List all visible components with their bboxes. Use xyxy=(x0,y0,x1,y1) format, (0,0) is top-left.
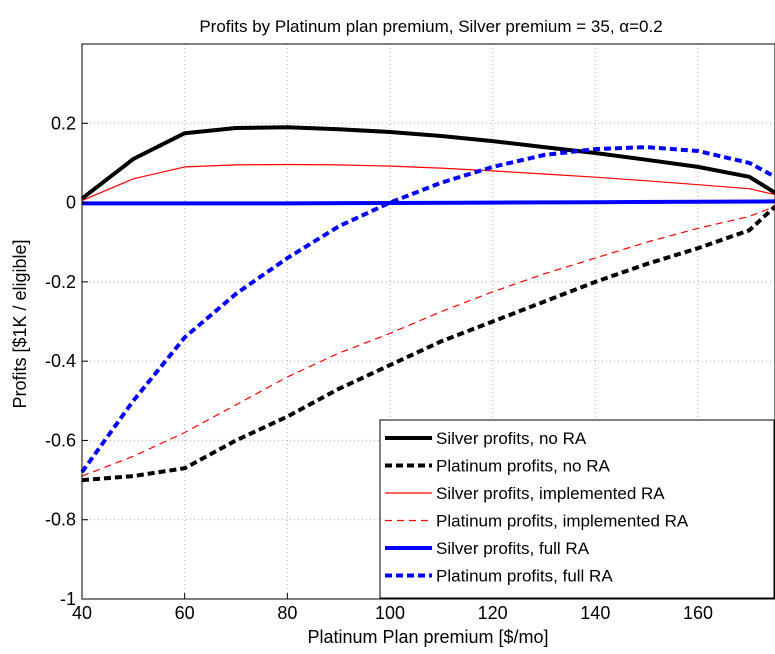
legend-label-6: Platinum profits, full RA xyxy=(436,567,613,586)
chart-title: Profits by Platinum plan premium, Silver… xyxy=(199,17,662,36)
x-tick-label-3: 100 xyxy=(375,603,405,623)
legend-label-5: Silver profits, full RA xyxy=(436,539,590,558)
legend-box xyxy=(379,419,775,599)
legend-label-3: Silver profits, implemented RA xyxy=(436,484,665,503)
y-tick-label-5: 0 xyxy=(66,193,76,213)
y-tick-label-0: -1 xyxy=(60,589,76,609)
x-tick-label-4: 120 xyxy=(478,603,508,623)
x-axis-label: Platinum Plan premium [$/mo] xyxy=(307,627,548,647)
plot-frame xyxy=(81,43,775,600)
series-line-5 xyxy=(82,199,775,206)
y-tick-label-2: -0.6 xyxy=(45,430,76,450)
y-tick-label-4: -0.2 xyxy=(45,272,76,292)
series-layer xyxy=(80,125,775,483)
series-line-1 xyxy=(80,125,775,201)
x-tick-label-0: 40 xyxy=(72,603,92,623)
x-tick-label-6: 160 xyxy=(683,603,713,623)
axis-ticks: 40 60 80 100 120 140 160 -1 -0.8 -0.6 -0.4 -0.2 0 0.2 xyxy=(45,113,713,623)
y-tick-label-6: 0.2 xyxy=(51,113,76,133)
legend: Silver profits, no RA Platinum profits, n… xyxy=(379,419,775,599)
legend-label-2: Platinum profits, no RA xyxy=(436,457,611,476)
series-line-3 xyxy=(81,163,775,202)
x-tick-label-2: 80 xyxy=(277,603,297,623)
legend-label-4: Platinum profits, implemented RA xyxy=(436,512,689,531)
series-line-6 xyxy=(80,145,775,474)
x-tick-label-5: 140 xyxy=(580,603,610,623)
y-tick-label-3: -0.4 xyxy=(45,351,76,371)
grid-lines xyxy=(82,44,775,599)
legend-label-1: Silver profits, no RA xyxy=(436,429,587,448)
y-axis-label: Profits [$1K / eligible] xyxy=(10,239,30,408)
series-line-2 xyxy=(81,205,775,483)
x-tick-label-1: 60 xyxy=(175,603,195,623)
y-tick-label-1: -0.8 xyxy=(45,510,76,530)
